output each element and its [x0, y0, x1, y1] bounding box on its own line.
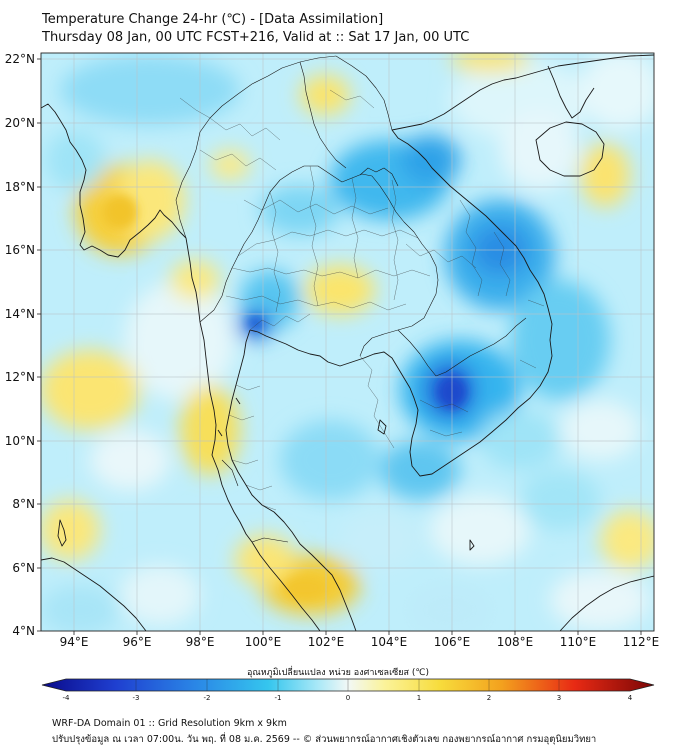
x-tick-label: 96°E: [123, 635, 152, 649]
footer-model-info: WRF-DA Domain 01 :: Grid Resolution 9km …: [52, 718, 287, 729]
colorbar: -4 -3 -2 -1 0 1 2 3 4: [41, 678, 655, 702]
province-borders: [179, 89, 545, 511]
graticule: [41, 53, 654, 631]
y-tick-label: 12°N: [5, 370, 35, 384]
map-title: Temperature Change 24-hr (℃) - [Data Ass…: [42, 12, 384, 27]
colorbar-tick: -4: [63, 694, 71, 702]
axis-ticks: [37, 58, 642, 635]
colorbar-tick: 4: [628, 694, 633, 702]
x-tick-label: 110°E: [560, 635, 597, 649]
colorbar-tick: -1: [275, 694, 282, 702]
x-tick-label: 100°E: [245, 635, 282, 649]
colorbar-tick: 1: [417, 694, 421, 702]
x-tick-label: 98°E: [186, 635, 215, 649]
x-tick-label: 108°E: [497, 635, 534, 649]
country-borders: [175, 55, 527, 543]
y-tick-label: 18°N: [5, 180, 35, 194]
y-tick-label: 22°N: [5, 52, 35, 66]
x-tick-label: 94°E: [60, 635, 89, 649]
colorbar-tick: 0: [346, 694, 350, 702]
colorbar-tick: -3: [133, 694, 140, 702]
y-tick-label: 10°N: [5, 434, 35, 448]
y-tick-label: 4°N: [12, 624, 35, 638]
temperature-field: [41, 53, 654, 631]
x-tick-label: 104°E: [371, 635, 408, 649]
footer-credit: ปรับปรุงข้อมูล ณ เวลา 07:00น. วัน พฤ. ที…: [52, 734, 597, 745]
y-tick-label: 20°N: [5, 116, 35, 130]
map-subtitle: Thursday 08 Jan, 00 UTC FCST+216, Valid …: [42, 30, 470, 45]
colorbar-tick: 2: [487, 694, 491, 702]
colorbar-tick: 3: [557, 694, 561, 702]
y-tick-label: 14°N: [5, 307, 35, 321]
x-tick-label: 112°E: [623, 635, 660, 649]
y-tick-label: 8°N: [12, 497, 35, 511]
x-tick-label: 106°E: [434, 635, 471, 649]
map-frame: [40, 52, 655, 632]
y-axis-labels: 22°N 20°N 18°N 16°N 14°N 12°N 10°N 8°N 6…: [5, 52, 35, 638]
colorbar-tick: -2: [204, 694, 211, 702]
y-tick-label: 6°N: [12, 561, 35, 575]
y-tick-label: 16°N: [5, 243, 35, 257]
x-tick-label: 102°E: [308, 635, 345, 649]
colorbar-label: อุณหภูมิเปลี่ยนแปลง หน่วย องศาเซลเซียส (…: [246, 668, 430, 678]
x-axis-labels: 94°E 96°E 98°E 100°E 102°E 104°E 106°E 1…: [60, 635, 660, 649]
